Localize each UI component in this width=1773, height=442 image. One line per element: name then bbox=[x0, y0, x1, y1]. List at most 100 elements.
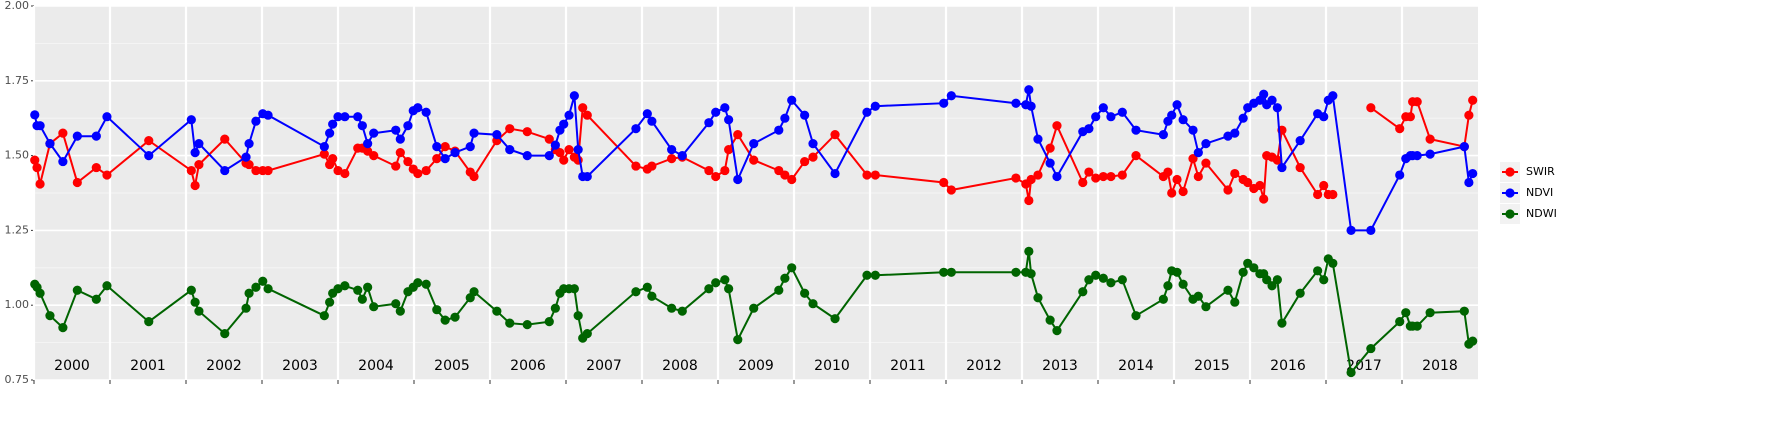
data-point bbox=[1091, 173, 1101, 183]
data-point bbox=[469, 171, 479, 182]
data-point bbox=[45, 311, 55, 321]
data-point bbox=[800, 156, 810, 167]
data-point bbox=[787, 95, 797, 105]
legend-key-point bbox=[1505, 167, 1515, 177]
data-point bbox=[1045, 143, 1055, 153]
data-point bbox=[1295, 136, 1305, 146]
data-point bbox=[720, 275, 730, 285]
data-point bbox=[1277, 162, 1287, 173]
data-point bbox=[677, 306, 687, 316]
data-point bbox=[395, 134, 405, 144]
legend-key-point bbox=[1505, 209, 1515, 219]
data-point bbox=[555, 148, 565, 158]
x-tick-label: 2008 bbox=[662, 358, 698, 374]
data-point bbox=[1131, 311, 1141, 321]
data-point bbox=[469, 287, 479, 297]
data-point bbox=[263, 284, 273, 294]
data-point bbox=[32, 162, 42, 173]
data-point bbox=[544, 317, 554, 327]
data-point bbox=[1319, 112, 1329, 122]
data-point bbox=[1098, 103, 1108, 113]
x-tick-label: 2004 bbox=[358, 358, 394, 374]
data-point bbox=[1366, 225, 1376, 235]
data-point bbox=[1230, 128, 1240, 138]
data-point bbox=[800, 110, 810, 120]
data-point bbox=[582, 171, 592, 182]
x-tick-label: 2006 bbox=[510, 358, 546, 374]
data-point bbox=[1243, 177, 1253, 188]
data-point bbox=[190, 180, 200, 191]
data-point bbox=[469, 128, 479, 138]
data-point bbox=[1078, 177, 1088, 188]
data-point bbox=[939, 177, 949, 188]
data-point bbox=[704, 118, 714, 128]
data-point bbox=[391, 125, 401, 135]
data-point bbox=[1366, 343, 1376, 354]
data-point bbox=[1272, 155, 1282, 165]
data-point bbox=[1328, 91, 1338, 101]
data-point bbox=[862, 170, 872, 180]
data-point bbox=[440, 315, 450, 325]
data-point bbox=[1098, 273, 1108, 283]
data-point bbox=[1033, 134, 1043, 144]
data-point bbox=[102, 112, 112, 122]
data-point bbox=[450, 148, 460, 158]
data-point bbox=[1193, 171, 1203, 182]
data-point bbox=[72, 131, 82, 141]
x-tick-label: 2000 bbox=[54, 358, 90, 374]
data-point bbox=[1366, 103, 1376, 113]
x-tick-label: 2002 bbox=[206, 358, 242, 374]
data-point bbox=[186, 165, 196, 176]
data-point bbox=[1295, 162, 1305, 173]
data-point bbox=[1163, 167, 1173, 177]
data-point bbox=[1262, 275, 1272, 285]
data-point bbox=[862, 270, 872, 280]
data-point bbox=[45, 139, 55, 149]
data-point bbox=[186, 285, 196, 295]
x-tick-label: 2017 bbox=[1346, 358, 1382, 374]
data-point bbox=[550, 303, 560, 313]
data-point bbox=[582, 329, 592, 339]
data-point bbox=[1193, 148, 1203, 158]
data-point bbox=[642, 282, 652, 292]
data-point bbox=[35, 179, 45, 189]
x-tick-label: 2016 bbox=[1270, 358, 1306, 374]
data-point bbox=[939, 98, 949, 108]
data-point bbox=[421, 107, 431, 117]
data-point bbox=[251, 282, 261, 292]
data-point bbox=[369, 128, 379, 138]
data-point bbox=[1272, 103, 1282, 113]
y-tick-label: 2.00 bbox=[5, 0, 30, 12]
data-point bbox=[800, 288, 810, 298]
data-point bbox=[704, 284, 714, 294]
data-point bbox=[1084, 167, 1094, 177]
data-point bbox=[432, 153, 442, 164]
data-point bbox=[413, 278, 423, 288]
data-point bbox=[1172, 267, 1182, 277]
data-point bbox=[505, 124, 515, 134]
data-point bbox=[35, 121, 45, 131]
data-point bbox=[391, 161, 401, 171]
legend-label: SWIR bbox=[1526, 165, 1555, 178]
data-point bbox=[1106, 171, 1116, 182]
x-tick-label: 2013 bbox=[1042, 358, 1078, 374]
data-point bbox=[647, 116, 657, 126]
data-point bbox=[413, 103, 423, 113]
data-point bbox=[505, 318, 515, 328]
data-point bbox=[780, 113, 790, 123]
data-point bbox=[1011, 267, 1021, 277]
x-tick-label: 2015 bbox=[1194, 358, 1230, 374]
data-point bbox=[144, 151, 154, 161]
data-point bbox=[340, 281, 350, 291]
data-point bbox=[353, 285, 363, 295]
data-point bbox=[30, 155, 40, 165]
data-point bbox=[244, 288, 254, 298]
data-point bbox=[395, 306, 405, 316]
data-point bbox=[1459, 142, 1469, 152]
data-point bbox=[1401, 308, 1411, 318]
data-point bbox=[450, 312, 460, 322]
data-point bbox=[363, 282, 373, 292]
data-point bbox=[1459, 306, 1469, 316]
data-point bbox=[1425, 149, 1435, 159]
data-point bbox=[1468, 336, 1478, 346]
